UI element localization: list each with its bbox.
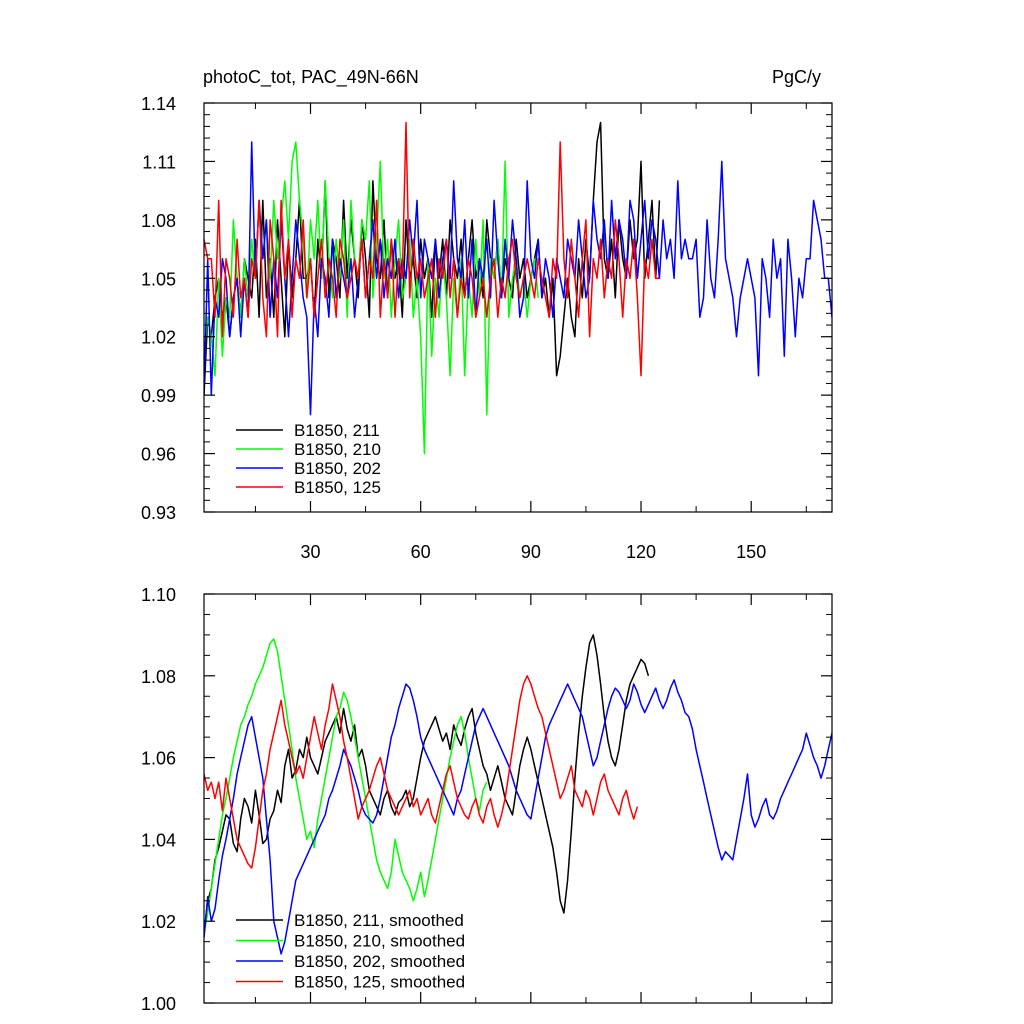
y-tick-label: 1.06 bbox=[141, 749, 176, 769]
series-line-4 bbox=[204, 121, 660, 377]
legend-label: B1850, 202 bbox=[294, 459, 381, 478]
series-lines bbox=[204, 121, 832, 455]
legend-label: B1850, 211, smoothed bbox=[294, 911, 464, 930]
y-tick-label: 1.11 bbox=[142, 152, 176, 172]
legend: B1850, 211, smoothed B1850, 210, smoothed… bbox=[236, 911, 465, 992]
y-tick-label: 1.00 bbox=[141, 994, 176, 1014]
bottom-panel: 1.00 1.02 1.04 1.06 1.08 1.10 B1850, 211, smoo… bbox=[141, 585, 833, 1014]
y-tick-label: 1.04 bbox=[141, 830, 176, 850]
plot-frame bbox=[203, 102, 833, 513]
y-tick-label: 0.93 bbox=[141, 503, 176, 523]
legend-label: B1850, 202, smoothed bbox=[294, 952, 465, 971]
x-tick-label: 150 bbox=[736, 542, 766, 562]
chart-units-label: PgC/y bbox=[772, 67, 821, 87]
legend-label: B1850, 211 bbox=[294, 421, 380, 440]
y-tick-label: 1.02 bbox=[141, 328, 176, 348]
y-tick-label: 1.10 bbox=[141, 585, 176, 605]
legend-label: B1850, 210, smoothed bbox=[294, 932, 465, 951]
y-tick-label: 1.08 bbox=[141, 211, 176, 231]
x-tick-label: 90 bbox=[521, 542, 541, 562]
legend-label: B1850, 210 bbox=[294, 440, 381, 459]
chart-title-left: photoC_tot, PAC_49N-66N bbox=[203, 67, 419, 88]
y-tick-label: 0.99 bbox=[141, 386, 176, 406]
y-tick-label: 1.02 bbox=[141, 912, 176, 932]
x-tick-label: 120 bbox=[626, 542, 656, 562]
y-tick-label: 0.96 bbox=[141, 445, 176, 465]
x-tick-label: 30 bbox=[300, 542, 320, 562]
x-tick-label: 60 bbox=[411, 542, 431, 562]
series-lines bbox=[204, 634, 832, 955]
legend-label: B1850, 125, smoothed bbox=[294, 973, 465, 992]
series-line-2 bbox=[204, 638, 488, 934]
y-tick-label: 1.05 bbox=[141, 269, 176, 289]
series-line-4 bbox=[204, 675, 639, 869]
series-line-3 bbox=[204, 141, 832, 416]
y-tick-label: 1.14 bbox=[141, 94, 176, 114]
y-tick-label: 1.08 bbox=[141, 667, 176, 687]
top-panel: photoC_tot, PAC_49N-66N PgC/y 0.93 0.96 0.… bbox=[141, 67, 833, 562]
legend-label: B1850, 125 bbox=[294, 478, 381, 497]
series-line-3 bbox=[204, 679, 832, 955]
